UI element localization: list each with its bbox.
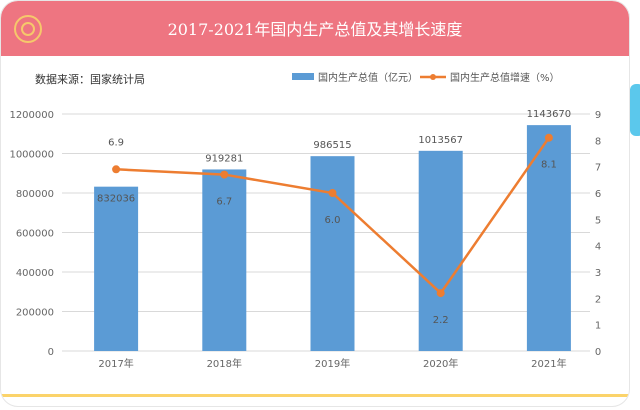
line-data-label: 6.7 (216, 197, 232, 208)
left-axis-tick: 200000 (16, 308, 54, 319)
x-axis-tick: 2021年 (531, 357, 566, 370)
bar-2019年 (310, 156, 355, 351)
legend: 国内生产总值（亿元） 国内生产总值增速（%） (292, 71, 560, 84)
header-bar: 2017-2021年国内生产总值及其增长速度 (1, 1, 629, 56)
bar-2021年 (526, 125, 571, 351)
right-axis-tick: 4 (595, 242, 601, 253)
data-source: 数据来源：国家统计局 (35, 73, 145, 86)
left-axis-tick: 1200000 (9, 110, 54, 121)
legend-line-marker (430, 74, 436, 80)
target-circle-icon (14, 15, 42, 43)
x-axis-tick: 2020年 (423, 357, 458, 370)
right-axis-tick: 0 (595, 347, 601, 358)
right-axis-tick: 9 (595, 110, 601, 121)
legend-bar-swatch (292, 73, 314, 80)
legend-line-label: 国内生产总值增速（%） (450, 71, 560, 84)
left-axis-tick: 1000000 (9, 150, 54, 161)
bar-data-label: 919281 (205, 153, 243, 164)
growth-point (436, 289, 445, 298)
line-data-label: 2.2 (433, 315, 449, 326)
growth-point (328, 189, 337, 197)
right-axis-tick: 7 (595, 163, 601, 174)
chart-title: 2017-2021年国内生产总值及其增长速度 (167, 20, 463, 39)
growth-point (220, 170, 229, 179)
bar-data-label: 1013567 (418, 135, 463, 146)
line-data-label: 6.9 (108, 137, 124, 148)
right-axis-tick: 5 (595, 215, 601, 226)
line-data-label: 6.0 (325, 215, 341, 226)
bar-data-label: 986515 (313, 140, 351, 151)
right-axis-tick: 8 (595, 136, 601, 147)
bar-2017年 (94, 186, 139, 351)
left-axis-tick: 400000 (16, 268, 54, 279)
right-axis-tick: 6 (595, 189, 601, 200)
right-axis-tick: 3 (595, 268, 601, 279)
bottom-accent-line (1, 394, 629, 397)
bar-data-label: 832036 (97, 194, 135, 205)
left-axis-tick: 600000 (16, 229, 54, 240)
side-tab[interactable] (630, 84, 640, 136)
left-axis-tick: 0 (48, 347, 54, 358)
x-axis-tick: 2018年 (207, 357, 242, 370)
growth-point (112, 165, 121, 174)
right-axis-tick: 2 (595, 294, 601, 305)
bar-2018年 (202, 169, 247, 351)
x-axis-tick: 2017年 (98, 357, 133, 370)
legend-bar-label: 国内生产总值（亿元） (318, 71, 418, 84)
bar-data-label: 1143670 (527, 109, 572, 120)
right-axis-tick: 1 (595, 321, 601, 332)
growth-point (544, 133, 553, 142)
line-data-label: 8.1 (541, 160, 557, 171)
x-axis-tick: 2019年 (315, 357, 350, 370)
left-axis-tick: 800000 (16, 189, 54, 200)
bar-2020年 (418, 150, 463, 351)
